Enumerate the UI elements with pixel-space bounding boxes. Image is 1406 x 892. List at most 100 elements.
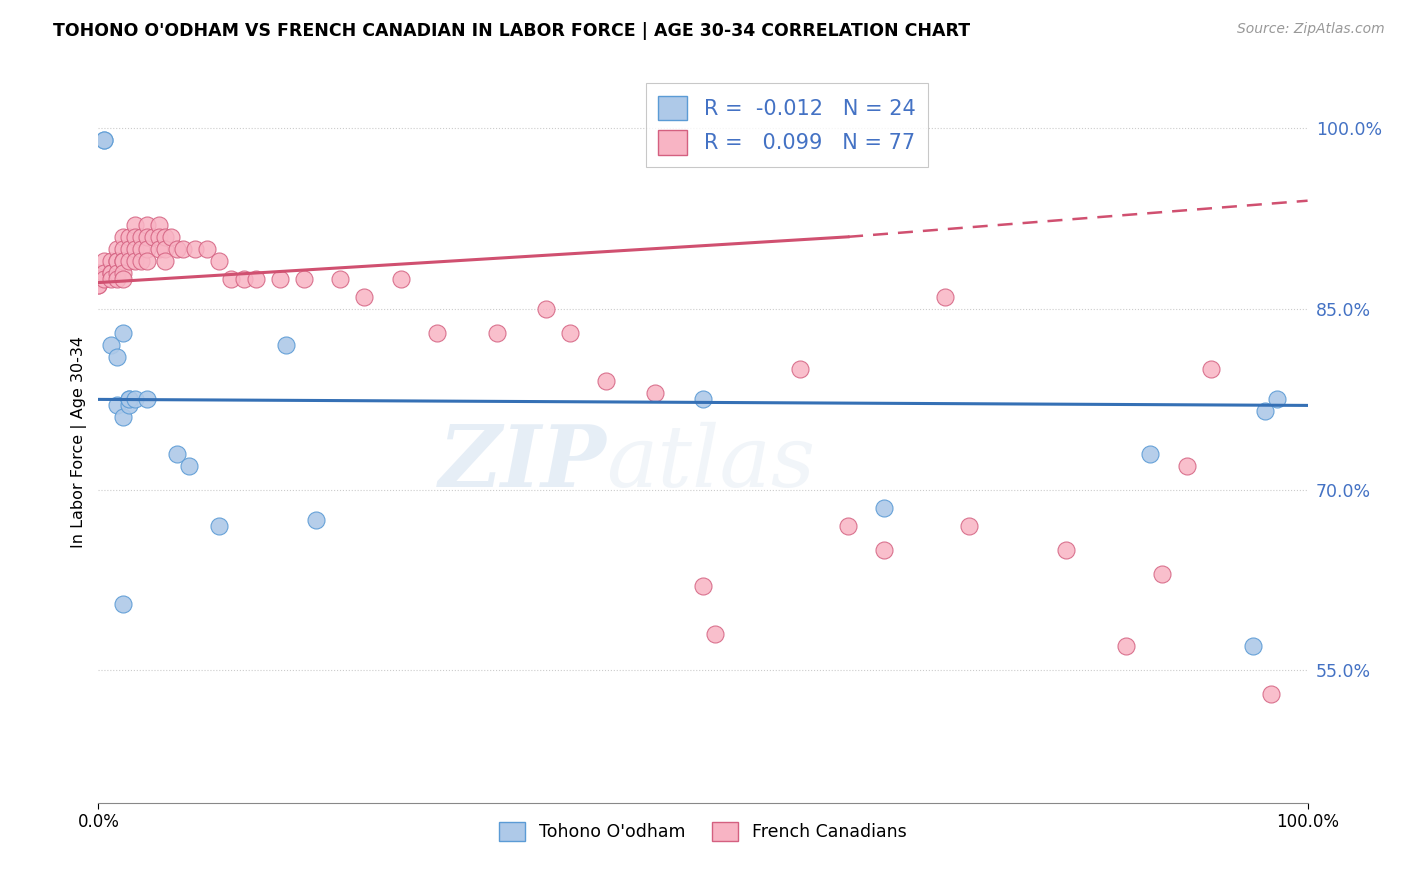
Point xyxy=(124,242,146,256)
Point xyxy=(142,230,165,244)
Point xyxy=(105,254,128,268)
Legend: Tohono O'odham, French Canadians: Tohono O'odham, French Canadians xyxy=(492,815,914,848)
Point xyxy=(100,254,122,268)
Point xyxy=(208,254,231,268)
Point xyxy=(111,242,134,256)
Point xyxy=(93,266,115,280)
Point xyxy=(93,133,115,147)
Point xyxy=(1139,447,1161,461)
Text: ZIP: ZIP xyxy=(439,421,606,505)
Point xyxy=(486,326,509,341)
Point xyxy=(135,230,157,244)
Point xyxy=(100,266,122,280)
Point xyxy=(129,254,152,268)
Point xyxy=(135,242,157,256)
Point xyxy=(166,447,188,461)
Point xyxy=(644,386,666,401)
Text: atlas: atlas xyxy=(606,422,815,505)
Point xyxy=(87,272,110,286)
Point xyxy=(111,230,134,244)
Point xyxy=(153,230,176,244)
Point xyxy=(179,458,201,473)
Point xyxy=(87,266,110,280)
Point xyxy=(172,242,194,256)
Point xyxy=(789,362,811,376)
Point xyxy=(100,338,122,352)
Point xyxy=(329,272,352,286)
Point xyxy=(124,254,146,268)
Point xyxy=(93,272,115,286)
Point xyxy=(87,278,110,293)
Point xyxy=(93,254,115,268)
Point xyxy=(129,230,152,244)
Point xyxy=(111,254,134,268)
Point xyxy=(389,272,412,286)
Point xyxy=(426,326,449,341)
Point xyxy=(292,272,315,286)
Point xyxy=(934,290,956,304)
Point xyxy=(111,410,134,425)
Point xyxy=(1152,567,1174,582)
Point xyxy=(148,218,170,232)
Point xyxy=(160,230,183,244)
Point xyxy=(105,266,128,280)
Point xyxy=(873,500,896,515)
Point xyxy=(135,218,157,232)
Point xyxy=(118,398,141,412)
Point xyxy=(1175,458,1198,473)
Point xyxy=(245,272,267,286)
Point xyxy=(184,242,207,256)
Text: Source: ZipAtlas.com: Source: ZipAtlas.com xyxy=(1237,22,1385,37)
Point xyxy=(87,278,110,293)
Point xyxy=(118,392,141,407)
Point xyxy=(129,242,152,256)
Point xyxy=(135,254,157,268)
Point xyxy=(269,272,291,286)
Point xyxy=(692,579,714,593)
Point xyxy=(111,272,134,286)
Point xyxy=(118,392,141,407)
Point xyxy=(166,242,188,256)
Point xyxy=(1199,362,1222,376)
Point xyxy=(873,542,896,557)
Point xyxy=(1260,687,1282,701)
Point xyxy=(692,392,714,407)
Point xyxy=(111,597,134,611)
Point xyxy=(105,272,128,286)
Point xyxy=(534,301,557,317)
Point xyxy=(124,230,146,244)
Point xyxy=(153,242,176,256)
Point xyxy=(558,326,581,341)
Point xyxy=(105,254,128,268)
Point xyxy=(118,254,141,268)
Point xyxy=(118,230,141,244)
Point xyxy=(100,266,122,280)
Point xyxy=(1254,404,1277,418)
Point xyxy=(1054,542,1077,557)
Point xyxy=(124,392,146,407)
Point xyxy=(148,230,170,244)
Point xyxy=(1241,640,1264,654)
Point xyxy=(135,392,157,407)
Point xyxy=(704,627,727,641)
Point xyxy=(148,242,170,256)
Point xyxy=(837,519,859,533)
Point xyxy=(353,290,375,304)
Y-axis label: In Labor Force | Age 30-34: In Labor Force | Age 30-34 xyxy=(72,335,87,548)
Point xyxy=(595,375,617,389)
Point xyxy=(118,242,141,256)
Point xyxy=(957,519,980,533)
Point xyxy=(124,218,146,232)
Point xyxy=(232,272,254,286)
Point xyxy=(111,326,134,341)
Point xyxy=(105,242,128,256)
Point xyxy=(221,272,243,286)
Point xyxy=(1115,640,1137,654)
Point xyxy=(93,133,115,147)
Point xyxy=(274,338,297,352)
Text: TOHONO O'ODHAM VS FRENCH CANADIAN IN LABOR FORCE | AGE 30-34 CORRELATION CHART: TOHONO O'ODHAM VS FRENCH CANADIAN IN LAB… xyxy=(53,22,970,40)
Point xyxy=(105,350,128,364)
Point xyxy=(87,272,110,286)
Point xyxy=(111,266,134,280)
Point xyxy=(208,519,231,533)
